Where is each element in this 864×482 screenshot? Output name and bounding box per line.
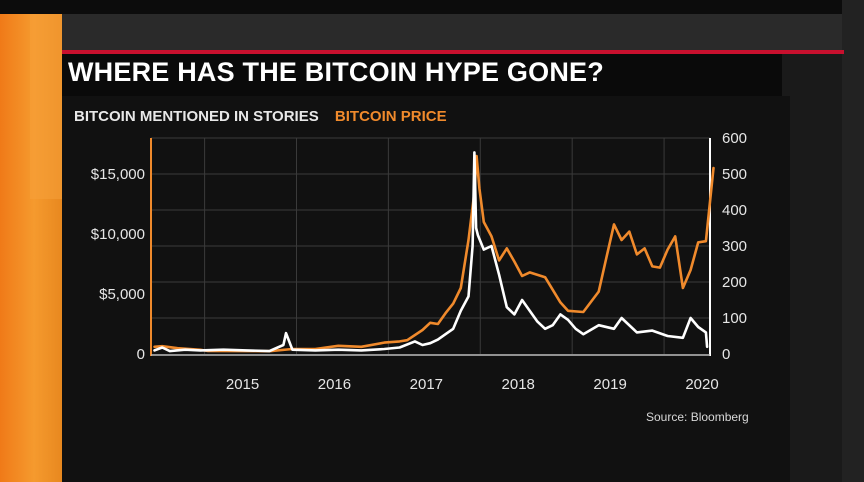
series-line-price (153, 154, 715, 353)
title-bar (62, 54, 782, 96)
right-tick-label-0: 0 (722, 346, 730, 363)
right-tick-label-500: 500 (722, 166, 747, 183)
legend-price: BITCOIN PRICE (334, 108, 447, 125)
legend-mentions: BITCOIN MENTIONED IN STORIES (74, 108, 319, 125)
red-accent-line (62, 50, 844, 54)
studio-background (62, 14, 842, 54)
chart-panel (62, 96, 790, 482)
left-tick-label-3: $15,000 (91, 166, 145, 183)
right-tick-label-100: 100 (722, 310, 747, 327)
right-tick-label-300: 300 (722, 238, 747, 255)
left-tick-label-2: $10,000 (91, 226, 145, 243)
right-tick-label-200: 200 (722, 274, 747, 291)
right-bezel (842, 0, 864, 482)
right-tick-label-600: 600 (722, 130, 747, 147)
chart-legend: BITCOIN MENTIONED IN STORIES BITCOIN PRI… (74, 108, 447, 125)
x-tick-label-2016: 2016 (318, 376, 351, 393)
x-tick-label-2019: 2019 (593, 376, 626, 393)
source-note: Source: Bloomberg (646, 410, 749, 424)
x-tick-label-2015: 2015 (226, 376, 259, 393)
orange-side-highlight (30, 14, 66, 199)
left-tick-label-1: $5,000 (99, 286, 145, 303)
x-tick-label-2020: 2020 (685, 376, 718, 393)
series-line-mentions (153, 151, 709, 353)
left-tick-label-0: 0 (137, 346, 145, 363)
chart-title: WHERE HAS THE BITCOIN HYPE GONE? (68, 57, 604, 87)
x-tick-label-2018: 2018 (502, 376, 535, 393)
right-tick-label-400: 400 (722, 202, 747, 219)
x-tick-label-2017: 2017 (410, 376, 443, 393)
